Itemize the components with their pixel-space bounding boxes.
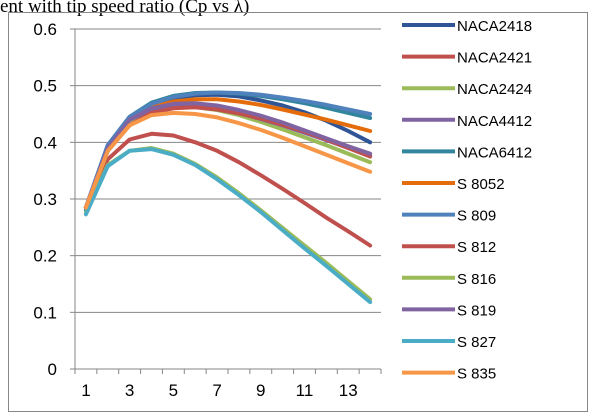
line-chart: 00.10.20.30.40.50.61 3 5 7 9 11 13 NACA2418NAC… bbox=[33, 18, 532, 400]
legend-label: S 835 bbox=[457, 366, 496, 383]
legend-label: S 827 bbox=[457, 334, 496, 351]
x-tick-label: 1 bbox=[81, 381, 90, 400]
legend: NACA2418 NACA2421 NACA2424 NACA4412 NACA6412… bbox=[402, 18, 532, 383]
y-tick-label: 0.2 bbox=[33, 247, 57, 266]
x-tick-label: 11 bbox=[296, 381, 314, 400]
legend-label: NACA4412 bbox=[457, 113, 532, 130]
axes: 00.10.20.30.40.50.61 3 5 7 9 11 13 bbox=[33, 20, 382, 400]
x-tick-label: 9 bbox=[256, 381, 265, 400]
legend-label: NACA2421 bbox=[457, 50, 532, 67]
series-line-s835 bbox=[83, 110, 373, 210]
legend-label: S 809 bbox=[457, 208, 496, 225]
y-tick-label: 0.6 bbox=[33, 20, 57, 39]
x-tick-label: 3 bbox=[125, 381, 134, 400]
legend-label: S 812 bbox=[457, 239, 496, 256]
y-tick-label: 0.1 bbox=[33, 303, 57, 322]
y-tick-label: 0.5 bbox=[33, 77, 57, 96]
legend-label: NACA6412 bbox=[457, 144, 532, 161]
legend-label: NACA2418 bbox=[457, 18, 532, 35]
series-line-naca2421 bbox=[83, 131, 373, 248]
series-line-s819 bbox=[83, 101, 373, 210]
y-tick-label: 0.3 bbox=[33, 190, 57, 209]
series-line-s827 bbox=[83, 147, 373, 305]
series-line-s809 bbox=[83, 90, 373, 210]
legend-label: S 816 bbox=[457, 271, 496, 288]
legend-label: NACA2424 bbox=[457, 81, 532, 98]
legend-label: S 819 bbox=[457, 302, 496, 319]
x-tick-label: 5 bbox=[169, 381, 178, 400]
x-tick-label: 7 bbox=[212, 381, 221, 400]
series-lines bbox=[83, 90, 373, 305]
y-tick-label: 0 bbox=[48, 360, 57, 379]
chart-area: 0 0.1 0.2 0.3 0.4 0.5 0.6 1 3 5 7 9 11 13 NACA2418 NAC… bbox=[8, 12, 588, 412]
legend-label: S 8052 bbox=[457, 176, 505, 193]
x-tick-label: 13 bbox=[339, 381, 358, 400]
y-tick-label: 0.4 bbox=[33, 133, 57, 152]
series-line-s816 bbox=[83, 146, 373, 302]
